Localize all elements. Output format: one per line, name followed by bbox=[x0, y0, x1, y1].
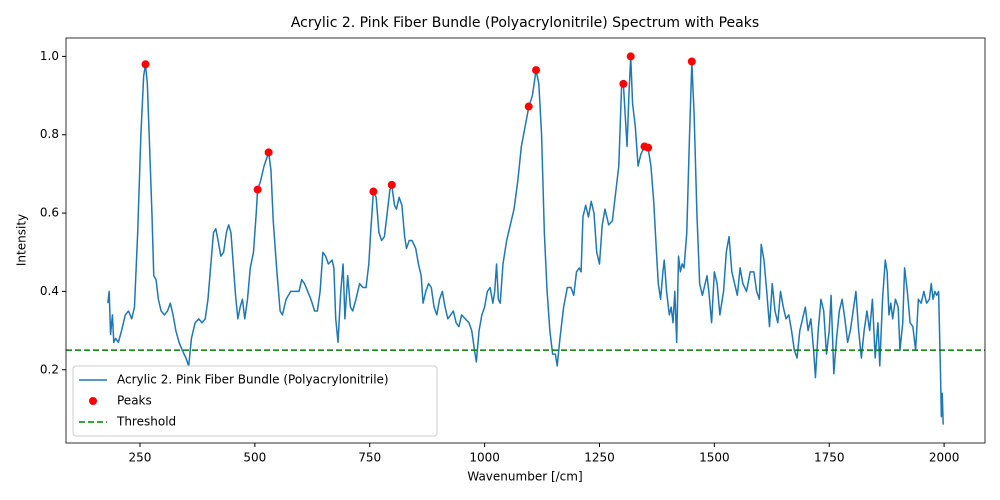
x-tick-label: 250 bbox=[129, 451, 152, 465]
peak-point bbox=[532, 66, 541, 75]
spectrum-line bbox=[107, 55, 944, 425]
legend-marker bbox=[89, 397, 97, 405]
peak-point bbox=[369, 187, 378, 196]
peak-point bbox=[619, 79, 628, 88]
x-tick-label: 1250 bbox=[584, 451, 615, 465]
legend-label: Threshold bbox=[116, 415, 176, 429]
legend-label: Acrylic 2. Pink Fiber Bundle (Polyacrylo… bbox=[117, 373, 389, 387]
chart-title: Acrylic 2. Pink Fiber Bundle (Polyacrylo… bbox=[291, 15, 759, 31]
peak-point bbox=[644, 143, 653, 152]
peak-point bbox=[264, 148, 273, 157]
peak-point bbox=[626, 52, 635, 61]
peak-point bbox=[387, 180, 396, 189]
peak-point bbox=[253, 185, 262, 194]
plot-frame bbox=[65, 37, 986, 444]
y-tick-label: 0.4 bbox=[40, 284, 59, 298]
y-tick-label: 0.2 bbox=[40, 362, 59, 376]
x-tick-label: 1750 bbox=[814, 451, 845, 465]
y-axis-label: Intensity bbox=[15, 214, 29, 266]
peak-point bbox=[141, 60, 150, 69]
peak-point bbox=[687, 57, 696, 66]
legend-label: Peaks bbox=[117, 394, 152, 408]
x-tick-label: 1500 bbox=[699, 451, 730, 465]
x-tick-label: 750 bbox=[358, 451, 381, 465]
legend-box bbox=[72, 365, 438, 437]
x-tick-label: 2000 bbox=[929, 451, 960, 465]
x-tick-label: 1000 bbox=[469, 451, 500, 465]
peak-point bbox=[524, 102, 533, 111]
y-tick-label: 0.8 bbox=[40, 127, 59, 141]
y-tick-label: 1.0 bbox=[40, 49, 59, 63]
x-tick-label: 500 bbox=[243, 451, 266, 465]
y-tick-label: 0.6 bbox=[40, 206, 59, 220]
x-axis-label: Wavenumber [/cm] bbox=[467, 470, 582, 484]
